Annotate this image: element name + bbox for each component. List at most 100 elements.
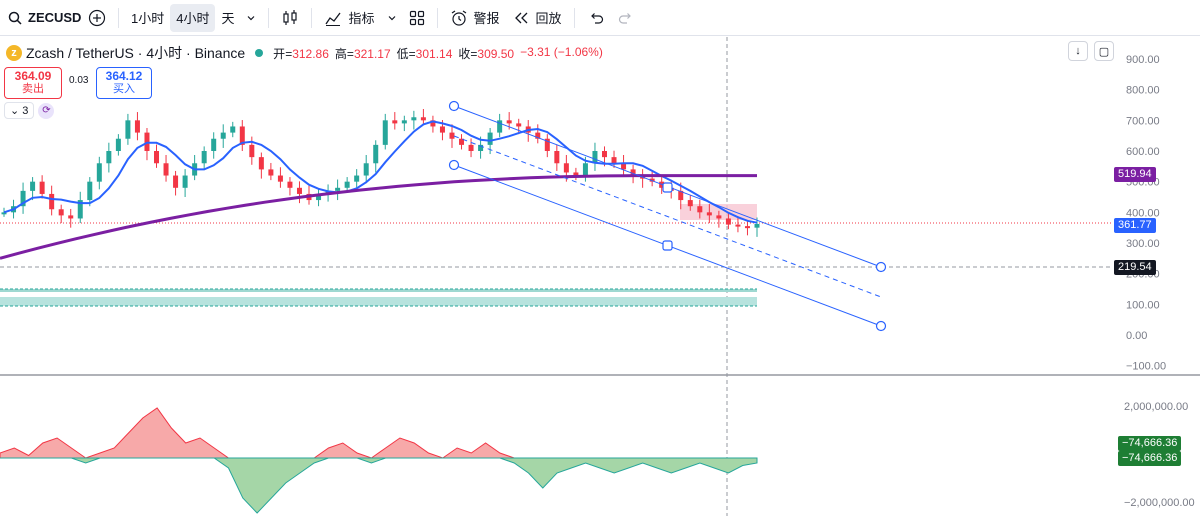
- indicators-dropdown[interactable]: [381, 4, 403, 32]
- candle-body: [420, 117, 426, 121]
- oscillator-negative: [0, 457, 758, 514]
- support-zone-bottom: [0, 297, 757, 306]
- channel-handle-square[interactable]: [662, 240, 673, 251]
- candle-body: [735, 224, 741, 227]
- candle-body: [77, 200, 83, 219]
- candle-body: [582, 163, 588, 176]
- channel-handle[interactable]: [448, 100, 460, 112]
- indicators-button[interactable]: 指标: [318, 4, 380, 32]
- divider: [268, 7, 270, 28]
- spread-value: 0.03: [69, 75, 89, 86]
- close-label: 收: [458, 46, 471, 61]
- indicators-toggle[interactable]: ⌄ 3 ⟳: [4, 102, 55, 119]
- interval-4h[interactable]: 4小时: [170, 3, 216, 32]
- candle-body: [411, 117, 417, 121]
- candles-icon: [281, 9, 299, 27]
- ma-long-line[interactable]: [0, 174, 757, 260]
- undo-button[interactable]: [581, 4, 611, 32]
- pane-controls: ↓ ▢: [1068, 41, 1114, 61]
- interval-1h[interactable]: 1小时: [131, 11, 165, 26]
- interval-1d[interactable]: 天: [221, 11, 235, 26]
- candle-body: [487, 132, 493, 145]
- price-tick-label: 0.00: [1126, 330, 1147, 342]
- channel-handle[interactable]: [875, 261, 887, 273]
- buy-button[interactable]: 364.12 买入: [96, 67, 152, 99]
- candle-body: [154, 151, 160, 164]
- candle-body: [611, 157, 617, 164]
- oscillator-positive: [0, 407, 757, 459]
- move-down-button[interactable]: ↓: [1068, 41, 1088, 61]
- market-status-dot[interactable]: [255, 49, 264, 57]
- symbol-search[interactable]: ZECUSD: [0, 10, 82, 25]
- redo-button[interactable]: [611, 4, 641, 32]
- candle-body: [125, 120, 131, 139]
- support-zone-top: [0, 289, 757, 292]
- symbol-title[interactable]: Zcash / TetherUS · 4小时 · Binance: [26, 45, 246, 61]
- price-tick-label: −100.00: [1126, 361, 1166, 373]
- candle-body: [573, 172, 579, 176]
- sell-button[interactable]: 364.09 卖出: [4, 67, 62, 99]
- channel-handle-square[interactable]: [662, 182, 673, 193]
- replay-button[interactable]: 回放: [506, 4, 568, 32]
- price-chart[interactable]: 900.00800.00700.00600.00500.00400.00300.…: [0, 37, 1200, 516]
- oscillator-axis[interactable]: 2,000,000.00 −2,000,000.00: [1124, 401, 1195, 509]
- refresh-icon[interactable]: ⟳: [38, 102, 55, 119]
- compare-button[interactable]: [82, 4, 112, 32]
- candle-body: [373, 144, 379, 164]
- interval-dropdown[interactable]: [240, 4, 262, 32]
- chart-legend: z Zcash / TetherUS · 4小时 · Binance 开=312…: [6, 43, 603, 63]
- candle-body: [497, 120, 503, 133]
- candle-body: [249, 144, 255, 158]
- oscillator-tick-label: −2,000,000.00: [1124, 497, 1195, 509]
- divider: [573, 7, 575, 28]
- price-tick-label: 300.00: [1126, 238, 1160, 250]
- price-axis[interactable]: 900.00800.00700.00600.00500.00400.00300.…: [1126, 54, 1166, 373]
- high-value: 321.17: [353, 46, 391, 61]
- indicator-count[interactable]: ⌄ 3: [4, 102, 35, 119]
- chevron-down-icon: [387, 13, 397, 23]
- candle-body: [430, 120, 436, 127]
- candle-body: [287, 181, 293, 188]
- open-value: 312.86: [292, 46, 329, 61]
- divider: [311, 7, 313, 28]
- ohlc-values: 开=312.86 高=321.17 低=301.14 收=309.50 −3.3…: [273, 44, 603, 61]
- sell-price: 364.09: [14, 69, 52, 83]
- alert-button[interactable]: 警报: [444, 4, 506, 32]
- channel-handle[interactable]: [448, 159, 460, 171]
- candle-body: [211, 138, 217, 151]
- maximize-pane-button[interactable]: ▢: [1094, 41, 1114, 61]
- alarm-clock-icon: [450, 9, 468, 27]
- change-value: −3.31 (−1.06%): [520, 44, 603, 59]
- price-tick-label: 100.00: [1126, 299, 1160, 311]
- candle-body: [392, 120, 398, 124]
- chart-type-button[interactable]: [275, 4, 305, 32]
- layouts-button[interactable]: [403, 4, 431, 32]
- channel-mid-line: [453, 135, 882, 298]
- candle-body: [592, 151, 598, 164]
- grid-icon: [409, 10, 425, 26]
- candle-body: [649, 178, 655, 182]
- candle-body: [115, 138, 121, 151]
- candle-body: [449, 132, 455, 139]
- candle-body: [478, 144, 484, 151]
- buy-label: 买入: [113, 83, 135, 95]
- redo-icon: [617, 9, 635, 27]
- arrow-down-icon: ↓: [1075, 45, 1081, 57]
- candle-body: [335, 187, 341, 191]
- channel-handle[interactable]: [875, 320, 887, 332]
- candle-body: [316, 193, 322, 201]
- divider: [436, 7, 438, 28]
- candles: [1, 108, 760, 237]
- candle-body: [687, 200, 693, 207]
- candle-body: [716, 215, 722, 219]
- ma-short-line[interactable]: [3, 120, 758, 224]
- low-value: 301.14: [415, 46, 453, 61]
- candle-body: [754, 223, 760, 228]
- candle-body: [439, 126, 445, 133]
- price-tick-label: 800.00: [1126, 85, 1160, 97]
- undo-icon: [587, 9, 605, 27]
- candle-body: [173, 175, 179, 188]
- candle-body: [201, 151, 207, 164]
- candle-body: [363, 163, 369, 176]
- candle-body: [96, 163, 102, 182]
